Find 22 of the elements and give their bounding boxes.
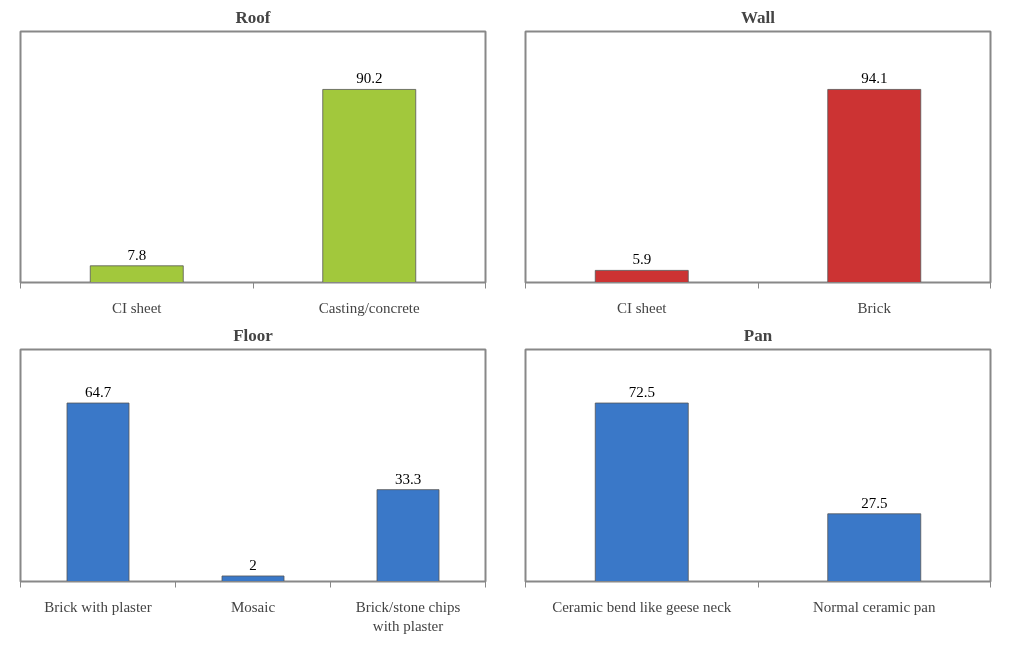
chart-title: Wall xyxy=(741,7,776,27)
x-tick-label: Casting/concrete xyxy=(318,299,420,316)
x-tick-label: CI sheet xyxy=(111,299,163,316)
data-label: 64.7 xyxy=(84,384,112,401)
data-label: 7.8 xyxy=(127,246,147,263)
x-tick-label: Mosaic xyxy=(230,598,276,615)
data-label: 2 xyxy=(249,556,257,573)
data-label: 33.3 xyxy=(394,470,422,487)
x-tick-label: Ceramic bend like geese neck xyxy=(552,598,732,615)
x-tick-label: CI sheet xyxy=(616,299,668,316)
x-tick-label: Brick with plaster xyxy=(44,598,152,615)
data-label: 27.5 xyxy=(861,494,888,511)
x-tick-label: Brick xyxy=(857,299,892,316)
data-label: 94.1 xyxy=(861,70,888,87)
x-tick-label: Normal ceramic pan xyxy=(813,598,936,615)
data-label: 72.5 xyxy=(628,384,655,401)
data-label: 90.2 xyxy=(356,70,383,87)
data-label: 5.9 xyxy=(632,251,652,268)
chart-title: Floor xyxy=(233,325,274,345)
x-tick-label: Brick/stone chips with plaster xyxy=(355,598,461,634)
chart-title: Pan xyxy=(743,325,773,345)
chart-title: Roof xyxy=(235,7,271,27)
